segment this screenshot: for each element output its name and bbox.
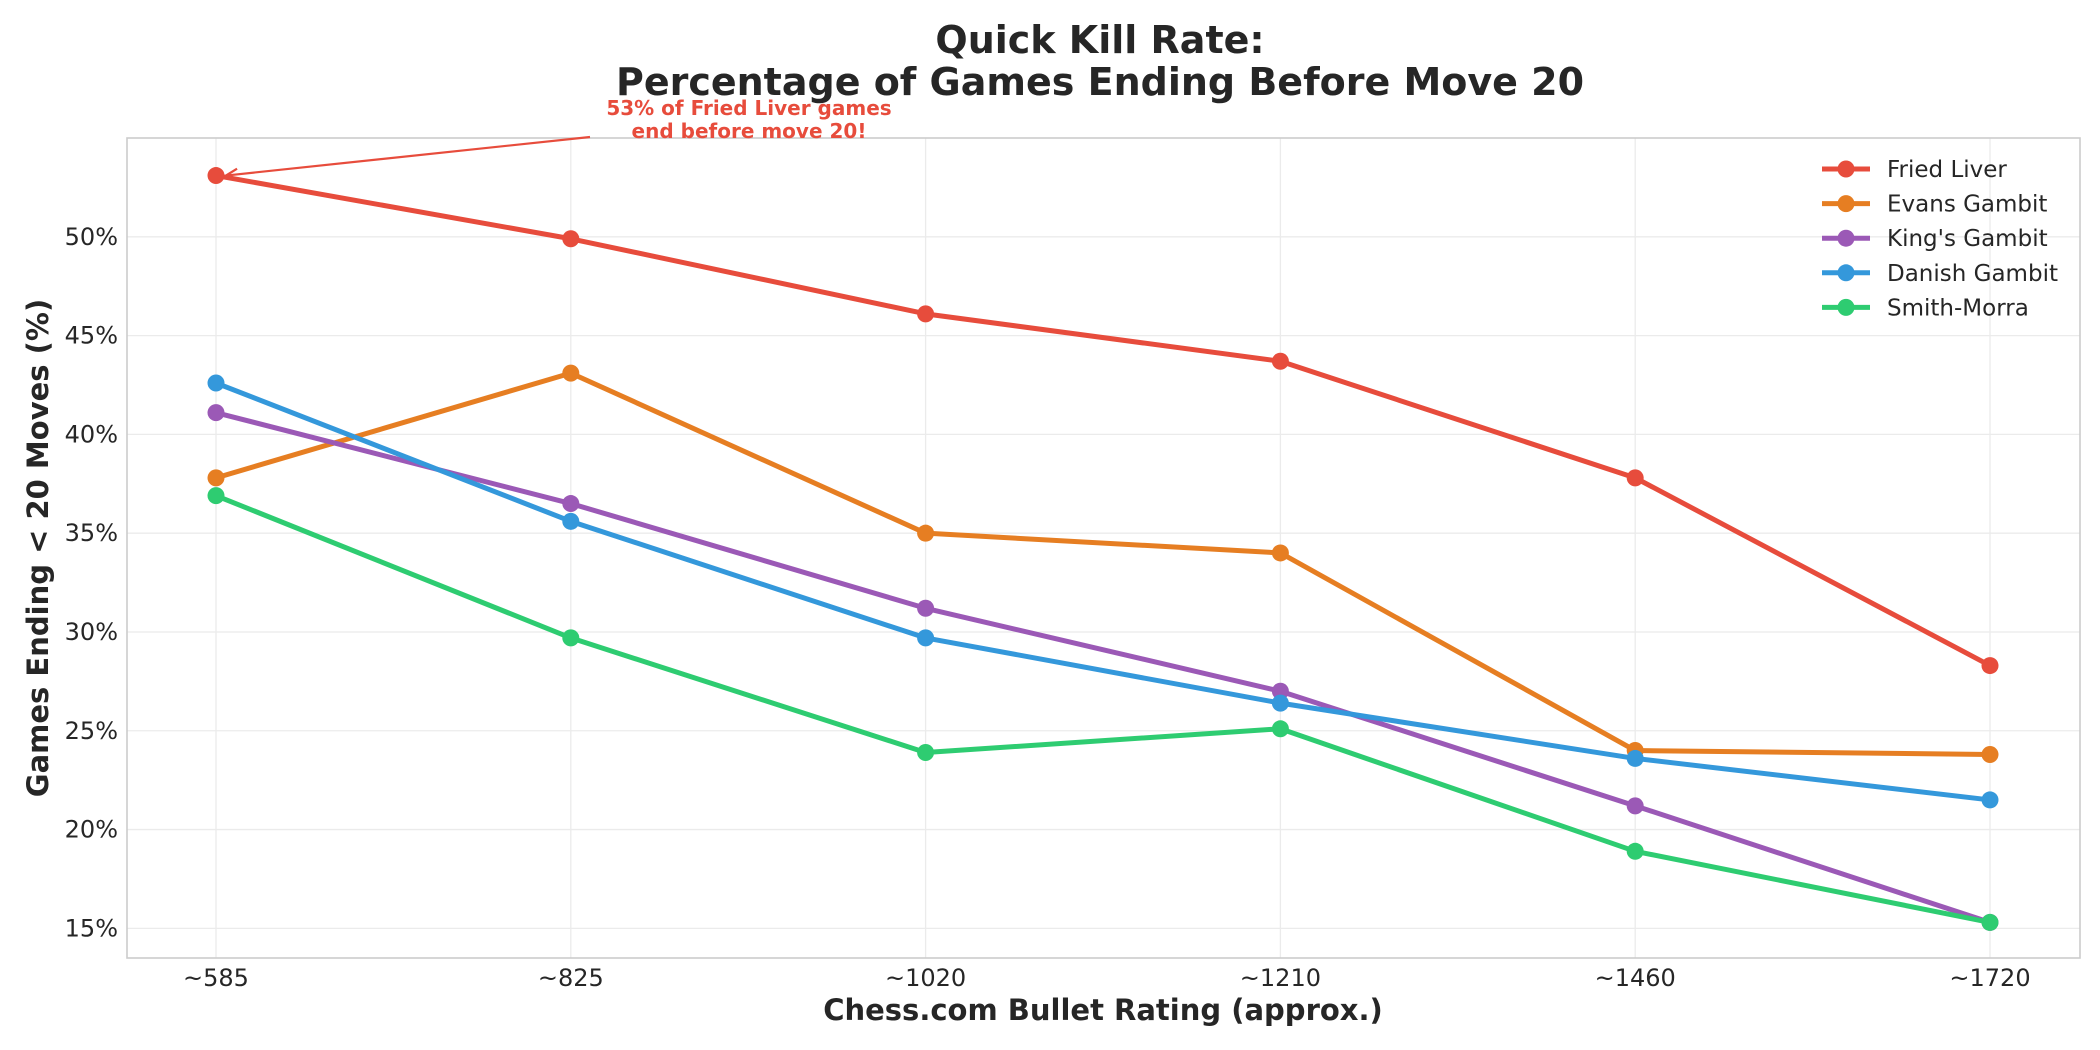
y-tick-label: 15%: [65, 914, 118, 942]
legend-label: Fried Liver: [1887, 157, 2007, 183]
y-tick-label: 35%: [65, 519, 118, 547]
legend-label: Evans Gambit: [1887, 192, 2047, 218]
smith-morra-point: [562, 629, 580, 647]
danish-gambit-line: [213, 380, 1993, 803]
smith-morra-point: [917, 744, 935, 762]
fried-liver-point: [207, 167, 225, 185]
smith-morra-point: [1626, 842, 1644, 860]
legend-label: Smith-Morra: [1887, 295, 2029, 321]
y-tick-label: 45%: [65, 322, 118, 350]
legend-item: Danish Gambit: [1822, 261, 2058, 287]
legend-marker: [1837, 195, 1855, 213]
evans-gambit-point: [1981, 745, 1999, 763]
fried-liver-point: [1271, 352, 1289, 370]
fried-liver-point: [562, 230, 580, 248]
fried-liver-point: [917, 305, 935, 323]
x-axis-label: Chess.com Bullet Rating (approx.): [823, 993, 1383, 1027]
y-axis-label: Games Ending < 20 Moves (%): [21, 299, 55, 797]
legend-item: King's Gambit: [1822, 226, 2048, 252]
king-s-gambit-point: [1271, 682, 1289, 700]
king-s-gambit-point: [917, 599, 935, 617]
evans-gambit-point: [917, 524, 935, 542]
plot-area-frame: [126, 137, 2081, 959]
series-fried-liver: [207, 167, 1999, 675]
series-danish-gambit: [207, 374, 1999, 809]
x-tick-label: ~1720: [1949, 964, 2030, 992]
legend-item: Fried Liver: [1822, 157, 2007, 183]
legend: Fried Liver Evans Gambit King's Gambit Dani…: [1822, 157, 2058, 321]
annotation-arrow: [225, 135, 591, 177]
y-tick-label: 40%: [65, 420, 118, 448]
legend-marker: [1837, 229, 1855, 247]
annotation-text-line2: end before move 20!: [632, 119, 867, 143]
evans-gambit-point: [1271, 544, 1289, 562]
chart-title-line1: Quick Kill Rate:: [935, 18, 1264, 62]
fried-liver-point: [1626, 469, 1644, 487]
grid: [127, 138, 2080, 958]
smith-morra-point: [1271, 720, 1289, 738]
legend-label: Danish Gambit: [1887, 261, 2058, 287]
king-s-gambit-point: [207, 404, 225, 422]
y-tick-label: 25%: [65, 717, 118, 745]
evans-gambit-line: [213, 370, 1993, 757]
annotation: 53% of Fried Liver games end before move…: [223, 96, 892, 181]
y-tick-label: 50%: [65, 223, 118, 251]
annotation-arrow-head: [223, 167, 239, 181]
smith-morra-point: [207, 487, 225, 505]
smith-morra-line: [213, 493, 1993, 925]
evans-gambit-point: [207, 469, 225, 487]
x-tick-label: ~1210: [1240, 964, 1321, 992]
evans-gambit-point: [562, 364, 580, 382]
series-evans-gambit: [207, 364, 1999, 763]
fried-liver-point: [1981, 657, 1999, 675]
axis-ticks: ~585 ~825 ~1020 ~1210 ~1460 ~1720 15% 20% 25% 30%…: [65, 223, 2031, 992]
danish-gambit-point: [917, 629, 935, 647]
smith-morra-point: [1981, 913, 1999, 931]
legend-item: Evans Gambit: [1822, 192, 2047, 218]
danish-gambit-point: [1271, 694, 1289, 712]
x-tick-label: ~585: [183, 964, 249, 992]
legend-marker: [1837, 298, 1855, 316]
danish-gambit-point: [1626, 749, 1644, 767]
king-s-gambit-point: [1626, 797, 1644, 815]
legend-marker: [1837, 160, 1855, 178]
x-tick-label: ~1460: [1595, 964, 1676, 992]
y-tick-label: 30%: [65, 618, 118, 646]
legend-label: King's Gambit: [1887, 226, 2048, 252]
king-s-gambit-line: [213, 410, 1993, 925]
chart-title-line2: Percentage of Games Ending Before Move 2…: [616, 60, 1584, 104]
danish-gambit-point: [1981, 791, 1999, 809]
series-lines: [207, 167, 1999, 931]
y-tick-label: 20%: [65, 816, 118, 844]
series-smith-morra: [207, 487, 1999, 931]
king-s-gambit-point: [562, 495, 580, 513]
legend-marker: [1837, 264, 1855, 282]
annotation-text-line1: 53% of Fried Liver games: [606, 96, 891, 120]
danish-gambit-point: [207, 374, 225, 392]
legend-item: Smith-Morra: [1822, 295, 2029, 321]
fried-liver-line: [213, 173, 1993, 669]
x-tick-label: ~825: [538, 964, 604, 992]
danish-gambit-point: [562, 512, 580, 530]
x-tick-label: ~1020: [885, 964, 966, 992]
